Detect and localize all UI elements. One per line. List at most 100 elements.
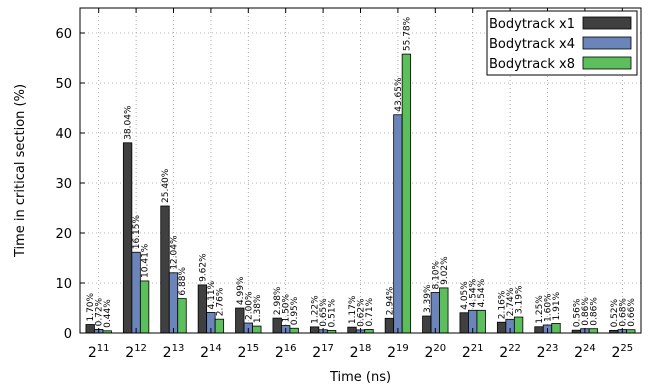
bar-value-label: 4.54% <box>477 278 487 307</box>
bar-value-label: 1.25% <box>535 295 545 324</box>
bar <box>551 323 561 334</box>
x-tick-label: 211 <box>88 343 110 361</box>
x-tick-label: 224 <box>574 343 596 361</box>
bar <box>177 298 187 334</box>
bar-value-label: 1.60% <box>544 293 554 322</box>
y-axis-label: Time in critical section (%) <box>13 84 28 258</box>
bar-value-label: 1.70% <box>86 292 96 321</box>
bar-value-label: 10.41% <box>141 243 151 278</box>
x-tick-label: 217 <box>312 343 334 361</box>
bar <box>122 142 133 334</box>
bar <box>588 328 599 334</box>
bar <box>85 324 95 334</box>
x-tick-label: 225 <box>611 343 633 361</box>
y-tick-label: 20 <box>55 227 72 242</box>
bar-value-label: 3.39% <box>423 284 433 313</box>
bar-value-label: 1.22% <box>311 295 321 324</box>
bar <box>534 326 544 334</box>
bar-value-label: 9.62% <box>198 253 208 282</box>
bar-value-label: 2.94% <box>385 286 395 315</box>
y-tick-label: 50 <box>55 77 72 92</box>
bar <box>347 326 357 334</box>
x-tick-label: 221 <box>462 343 484 361</box>
y-tick-label: 10 <box>55 277 72 292</box>
bar-value-label: 0.86% <box>581 297 591 326</box>
bar <box>496 321 507 334</box>
bar <box>422 315 432 334</box>
bar <box>131 251 141 334</box>
bar-value-label: 0.65% <box>319 298 329 327</box>
bar-value-label: 4.99% <box>236 276 246 305</box>
bar-value-label: 1.17% <box>348 295 358 324</box>
x-tick-label: 218 <box>350 343 372 361</box>
bar-value-label: 0.44% <box>103 299 113 328</box>
bar <box>168 272 179 334</box>
bar-value-label: 2.74% <box>506 287 516 316</box>
bar <box>459 312 469 334</box>
bar-value-label: 1.38% <box>253 294 263 323</box>
y-tick-label: 40 <box>55 127 72 142</box>
bar-value-label: 4.05% <box>460 281 470 310</box>
bar-value-label: 0.51% <box>328 298 338 327</box>
y-tick-label: 0 <box>64 327 72 342</box>
bar-value-label: 0.56% <box>572 298 582 327</box>
x-axis-ticks: 211 212 213 214 215 216 217 218 219 220 221 222 223 2… <box>88 8 633 361</box>
bar <box>235 307 245 334</box>
bar-value-label: 9.02% <box>440 256 450 285</box>
bar-labels: 1.70%0.72%0.44% 38.04% 16.15%10.41% 25.40% 1… <box>86 16 637 327</box>
bar-value-label: 0.66% <box>627 298 637 327</box>
bar-value-label: 1.91% <box>552 291 562 320</box>
bar-value-label: 0.68% <box>618 298 628 327</box>
bar-value-label: 16.15% <box>132 214 142 249</box>
x-axis-label: Time (ns) <box>329 370 391 385</box>
x-tick-label: 216 <box>275 343 297 361</box>
bar <box>476 309 486 334</box>
bar <box>289 327 299 334</box>
grid <box>80 8 641 333</box>
bar <box>252 325 262 334</box>
legend-label: Bodytrack x8 <box>489 57 575 72</box>
x-tick-label: 214 <box>200 343 222 361</box>
x-tick-label: 219 <box>387 343 409 361</box>
legend-swatch <box>582 56 632 70</box>
y-tick-label: 60 <box>55 27 72 42</box>
bar-value-label: 2.76% <box>215 287 225 316</box>
bar <box>272 317 282 334</box>
bar-value-label: 0.71% <box>365 297 375 326</box>
bar-value-label: 6.88% <box>178 267 188 296</box>
legend-label: Bodytrack x4 <box>489 37 575 52</box>
x-tick-label: 222 <box>499 343 521 361</box>
legend: Bodytrack x1 Bodytrack x4 Bodytrack x8 <box>486 10 638 76</box>
bar <box>439 287 449 334</box>
bar <box>197 284 208 334</box>
bar-value-label: 0.86% <box>589 297 599 326</box>
bar <box>160 205 170 334</box>
bar-value-label: 38.04% <box>124 105 134 140</box>
bar-value-label: 4.11% <box>207 280 217 309</box>
bar <box>139 280 150 334</box>
bar-value-label: 0.62% <box>357 298 367 327</box>
y-axis-ticks: 0 10 20 30 40 50 60 <box>55 27 85 342</box>
bar-value-label: 0.95% <box>290 296 300 325</box>
bar-value-label: 8.10% <box>431 260 441 289</box>
bar <box>384 317 395 334</box>
bar-value-label: 0.52% <box>610 298 620 327</box>
bar-value-label: 43.65% <box>394 77 404 112</box>
bar-value-label: 1.50% <box>282 293 292 322</box>
bar <box>513 316 524 334</box>
bar <box>214 318 225 334</box>
bar <box>309 326 320 334</box>
bar-value-label: 2.16% <box>498 290 508 319</box>
y-tick-label: 30 <box>55 177 72 192</box>
bar-value-label: 2.00% <box>244 291 254 320</box>
legend-swatch <box>582 16 632 30</box>
bar-value-label: 0.72% <box>95 297 105 326</box>
bar-value-label: 2.98% <box>273 286 283 315</box>
bar-value-label: 12.04% <box>170 235 180 270</box>
bar <box>364 329 374 334</box>
bar-value-label: 3.19% <box>515 285 525 314</box>
bar-value-label: 55.78% <box>402 16 412 51</box>
x-tick-label: 220 <box>424 343 446 361</box>
legend-swatch <box>582 36 632 50</box>
